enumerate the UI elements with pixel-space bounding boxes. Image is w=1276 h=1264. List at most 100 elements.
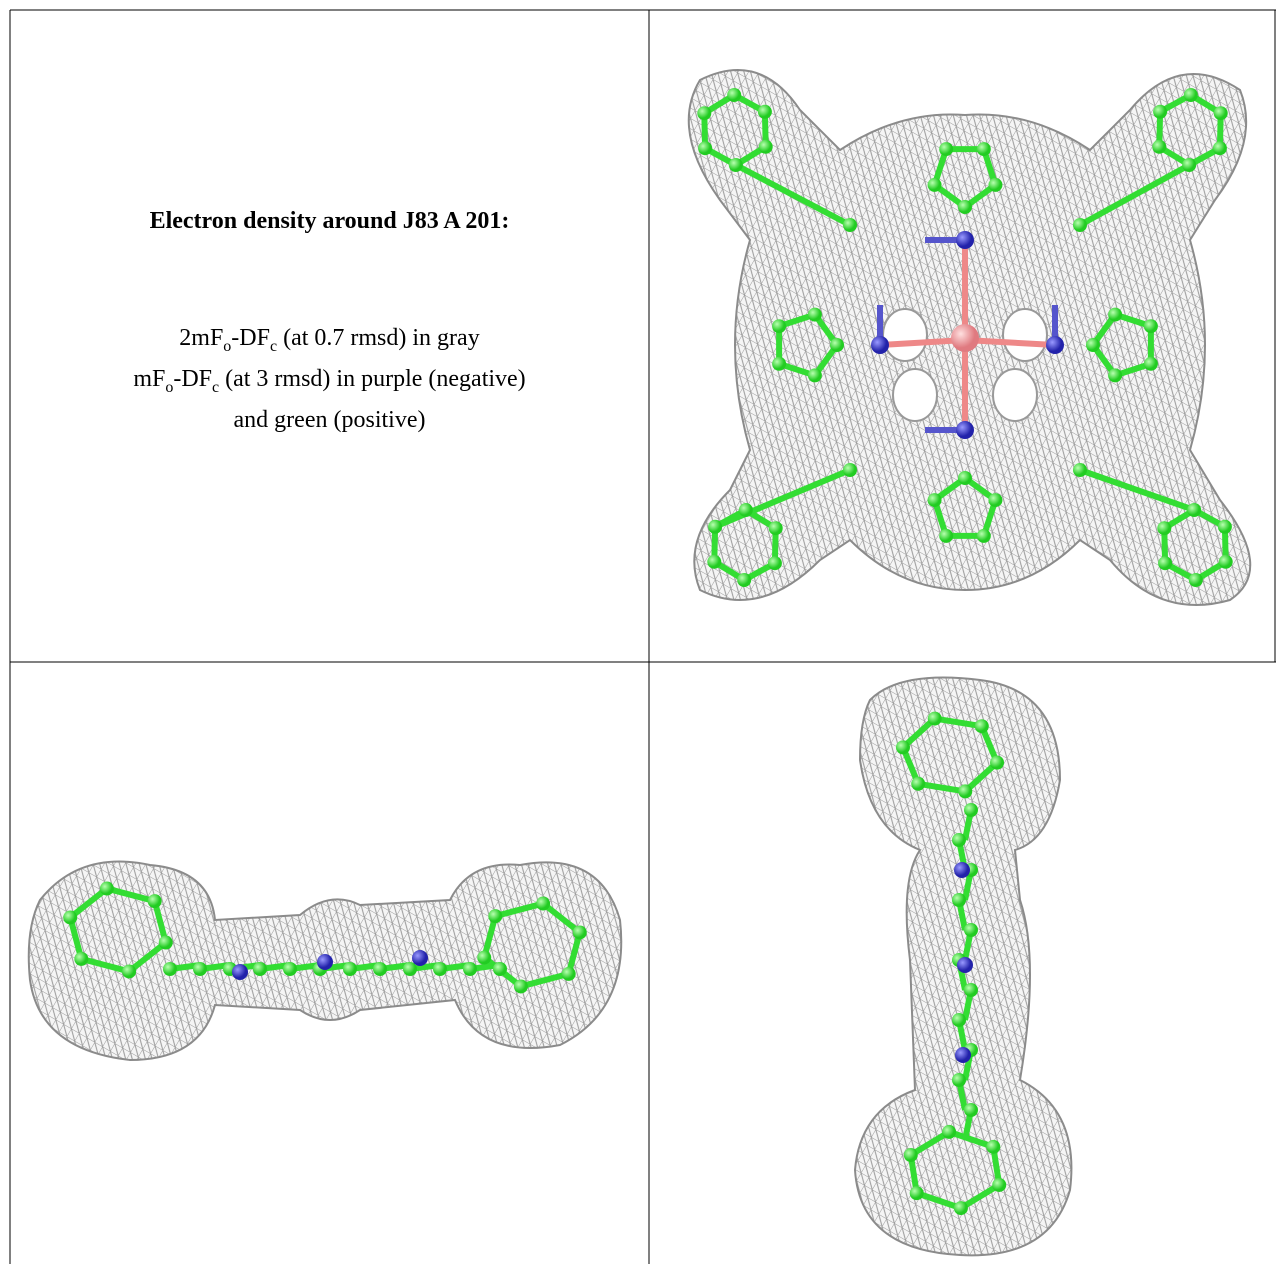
figure-grid	[0, 0, 1276, 1264]
atom	[1214, 106, 1228, 120]
atom	[928, 178, 942, 192]
atom	[910, 1186, 924, 1200]
atom	[768, 556, 782, 570]
atom	[1108, 368, 1122, 382]
atom	[939, 529, 953, 543]
molecule-views	[29, 70, 1251, 1255]
atom	[988, 493, 1002, 507]
legend-line: mFo-DFc (at 3 rmsd) in purple (negative)	[10, 363, 649, 404]
atom	[952, 1013, 966, 1027]
atom	[772, 357, 786, 371]
legend-line: and green (positive)	[10, 404, 649, 437]
atom	[729, 158, 743, 172]
atom	[808, 308, 822, 322]
atom	[871, 336, 889, 354]
atom	[956, 421, 974, 439]
atom	[758, 105, 772, 119]
atom	[964, 923, 978, 937]
atom	[928, 493, 942, 507]
text-run: and green (positive)	[234, 407, 426, 433]
atom	[1213, 141, 1227, 155]
atom	[954, 1201, 968, 1215]
atom	[904, 1148, 918, 1162]
atom	[477, 951, 491, 965]
atom	[343, 962, 357, 976]
atom	[1152, 140, 1166, 154]
atom	[317, 954, 333, 970]
atom	[1187, 503, 1201, 517]
atom	[964, 1103, 978, 1117]
atom	[283, 962, 297, 976]
atom	[148, 894, 162, 908]
atom	[1073, 463, 1087, 477]
atom	[1182, 158, 1196, 172]
atom	[562, 967, 576, 981]
text-run: mF	[133, 366, 165, 392]
text-run: (at 0.7 rmsd) in gray	[277, 325, 480, 351]
atom	[1189, 573, 1203, 587]
atom	[74, 952, 88, 966]
atom	[990, 756, 1004, 770]
mesh-hole	[883, 309, 927, 361]
subscript: c	[270, 338, 277, 355]
atom	[992, 1178, 1006, 1192]
title: Electron density around J83 A 201:	[10, 208, 649, 235]
atom	[159, 936, 173, 950]
atom	[122, 964, 136, 978]
atom	[988, 178, 1002, 192]
atom	[939, 142, 953, 156]
atom	[928, 712, 942, 726]
atom	[1158, 556, 1172, 570]
atom	[1157, 521, 1171, 535]
atom	[954, 862, 970, 878]
atom	[843, 218, 857, 232]
mesh-hole	[893, 369, 937, 421]
atom	[536, 897, 550, 911]
text-run: 2mF	[179, 325, 223, 351]
atom	[964, 983, 978, 997]
atom	[772, 319, 786, 333]
atom	[952, 833, 966, 847]
mesh-hole	[993, 369, 1037, 421]
atom	[843, 463, 857, 477]
atom	[100, 882, 114, 896]
text-run: (at 3 rmsd) in purple (negative)	[219, 366, 526, 392]
text-run: -DF	[231, 325, 270, 351]
atom	[463, 962, 477, 976]
atom	[514, 979, 528, 993]
atom	[958, 200, 972, 214]
atom	[1144, 319, 1158, 333]
atom	[986, 1140, 1000, 1154]
atom	[493, 962, 507, 976]
atom	[163, 962, 177, 976]
atom	[830, 338, 844, 352]
atom	[412, 950, 428, 966]
atom	[955, 1047, 971, 1063]
mesh-hole	[1003, 309, 1047, 361]
atom	[975, 719, 989, 733]
atom	[1046, 336, 1064, 354]
atom	[952, 1073, 966, 1087]
atom	[1086, 338, 1100, 352]
atom	[964, 803, 978, 817]
atom	[977, 529, 991, 543]
atom	[193, 962, 207, 976]
atom	[977, 142, 991, 156]
atom	[737, 573, 751, 587]
text-run: -DF	[173, 366, 212, 392]
atom	[956, 231, 974, 249]
atom	[896, 740, 910, 754]
atom	[957, 957, 973, 973]
atom	[573, 925, 587, 939]
atom	[232, 964, 248, 980]
atom	[951, 324, 979, 352]
figure-page: Electron density around J83 A 201: 2mFo-…	[0, 0, 1276, 1264]
atom	[63, 910, 77, 924]
atom	[1153, 105, 1167, 119]
atom	[698, 141, 712, 155]
atom	[911, 777, 925, 791]
atom	[739, 503, 753, 517]
atom	[1144, 357, 1158, 371]
atom	[727, 88, 741, 102]
